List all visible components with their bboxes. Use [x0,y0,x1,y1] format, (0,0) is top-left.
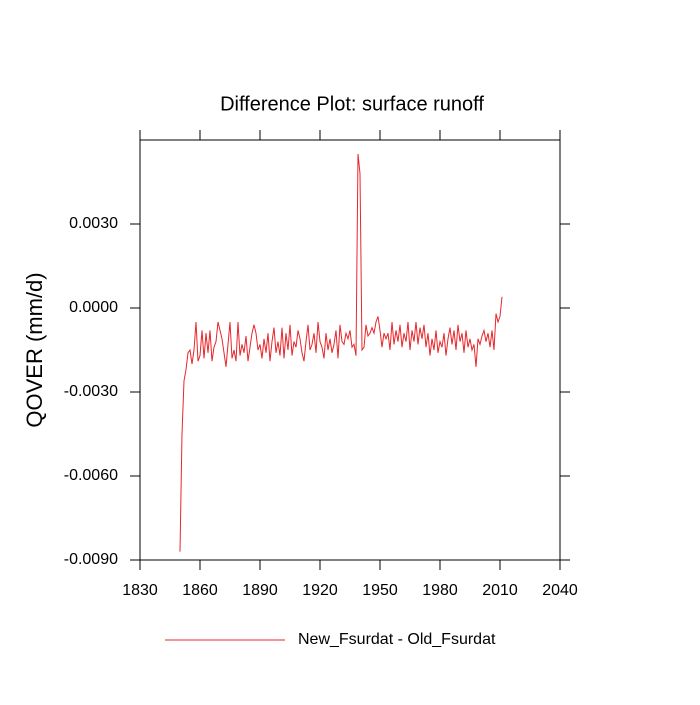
y-tick-label: 0.0030 [69,215,118,232]
y-tick-label: 0.0000 [69,299,118,316]
x-tick-label: 1860 [182,582,218,599]
x-tick-label: 2040 [542,582,578,599]
y-tick-label: -0.0030 [64,383,118,400]
data-line [179,153,503,552]
chart-title: Difference Plot: surface runoff [220,93,484,115]
x-tick-label: 1830 [122,582,158,599]
x-tick-label: 1890 [242,582,278,599]
x-tick-label: 2010 [482,582,518,599]
x-tick-label: 1980 [422,582,458,599]
y-axis-label: QOVER (mm/d) [22,272,47,427]
y-tick-label: -0.0060 [64,467,118,484]
legend-label: New_Fsurdat - Old_Fsurdat [298,631,496,648]
y-tick-label: -0.0090 [64,551,118,568]
plot-frame [139,139,561,561]
x-tick-label: 1950 [362,582,398,599]
x-tick-label: 1920 [302,582,338,599]
